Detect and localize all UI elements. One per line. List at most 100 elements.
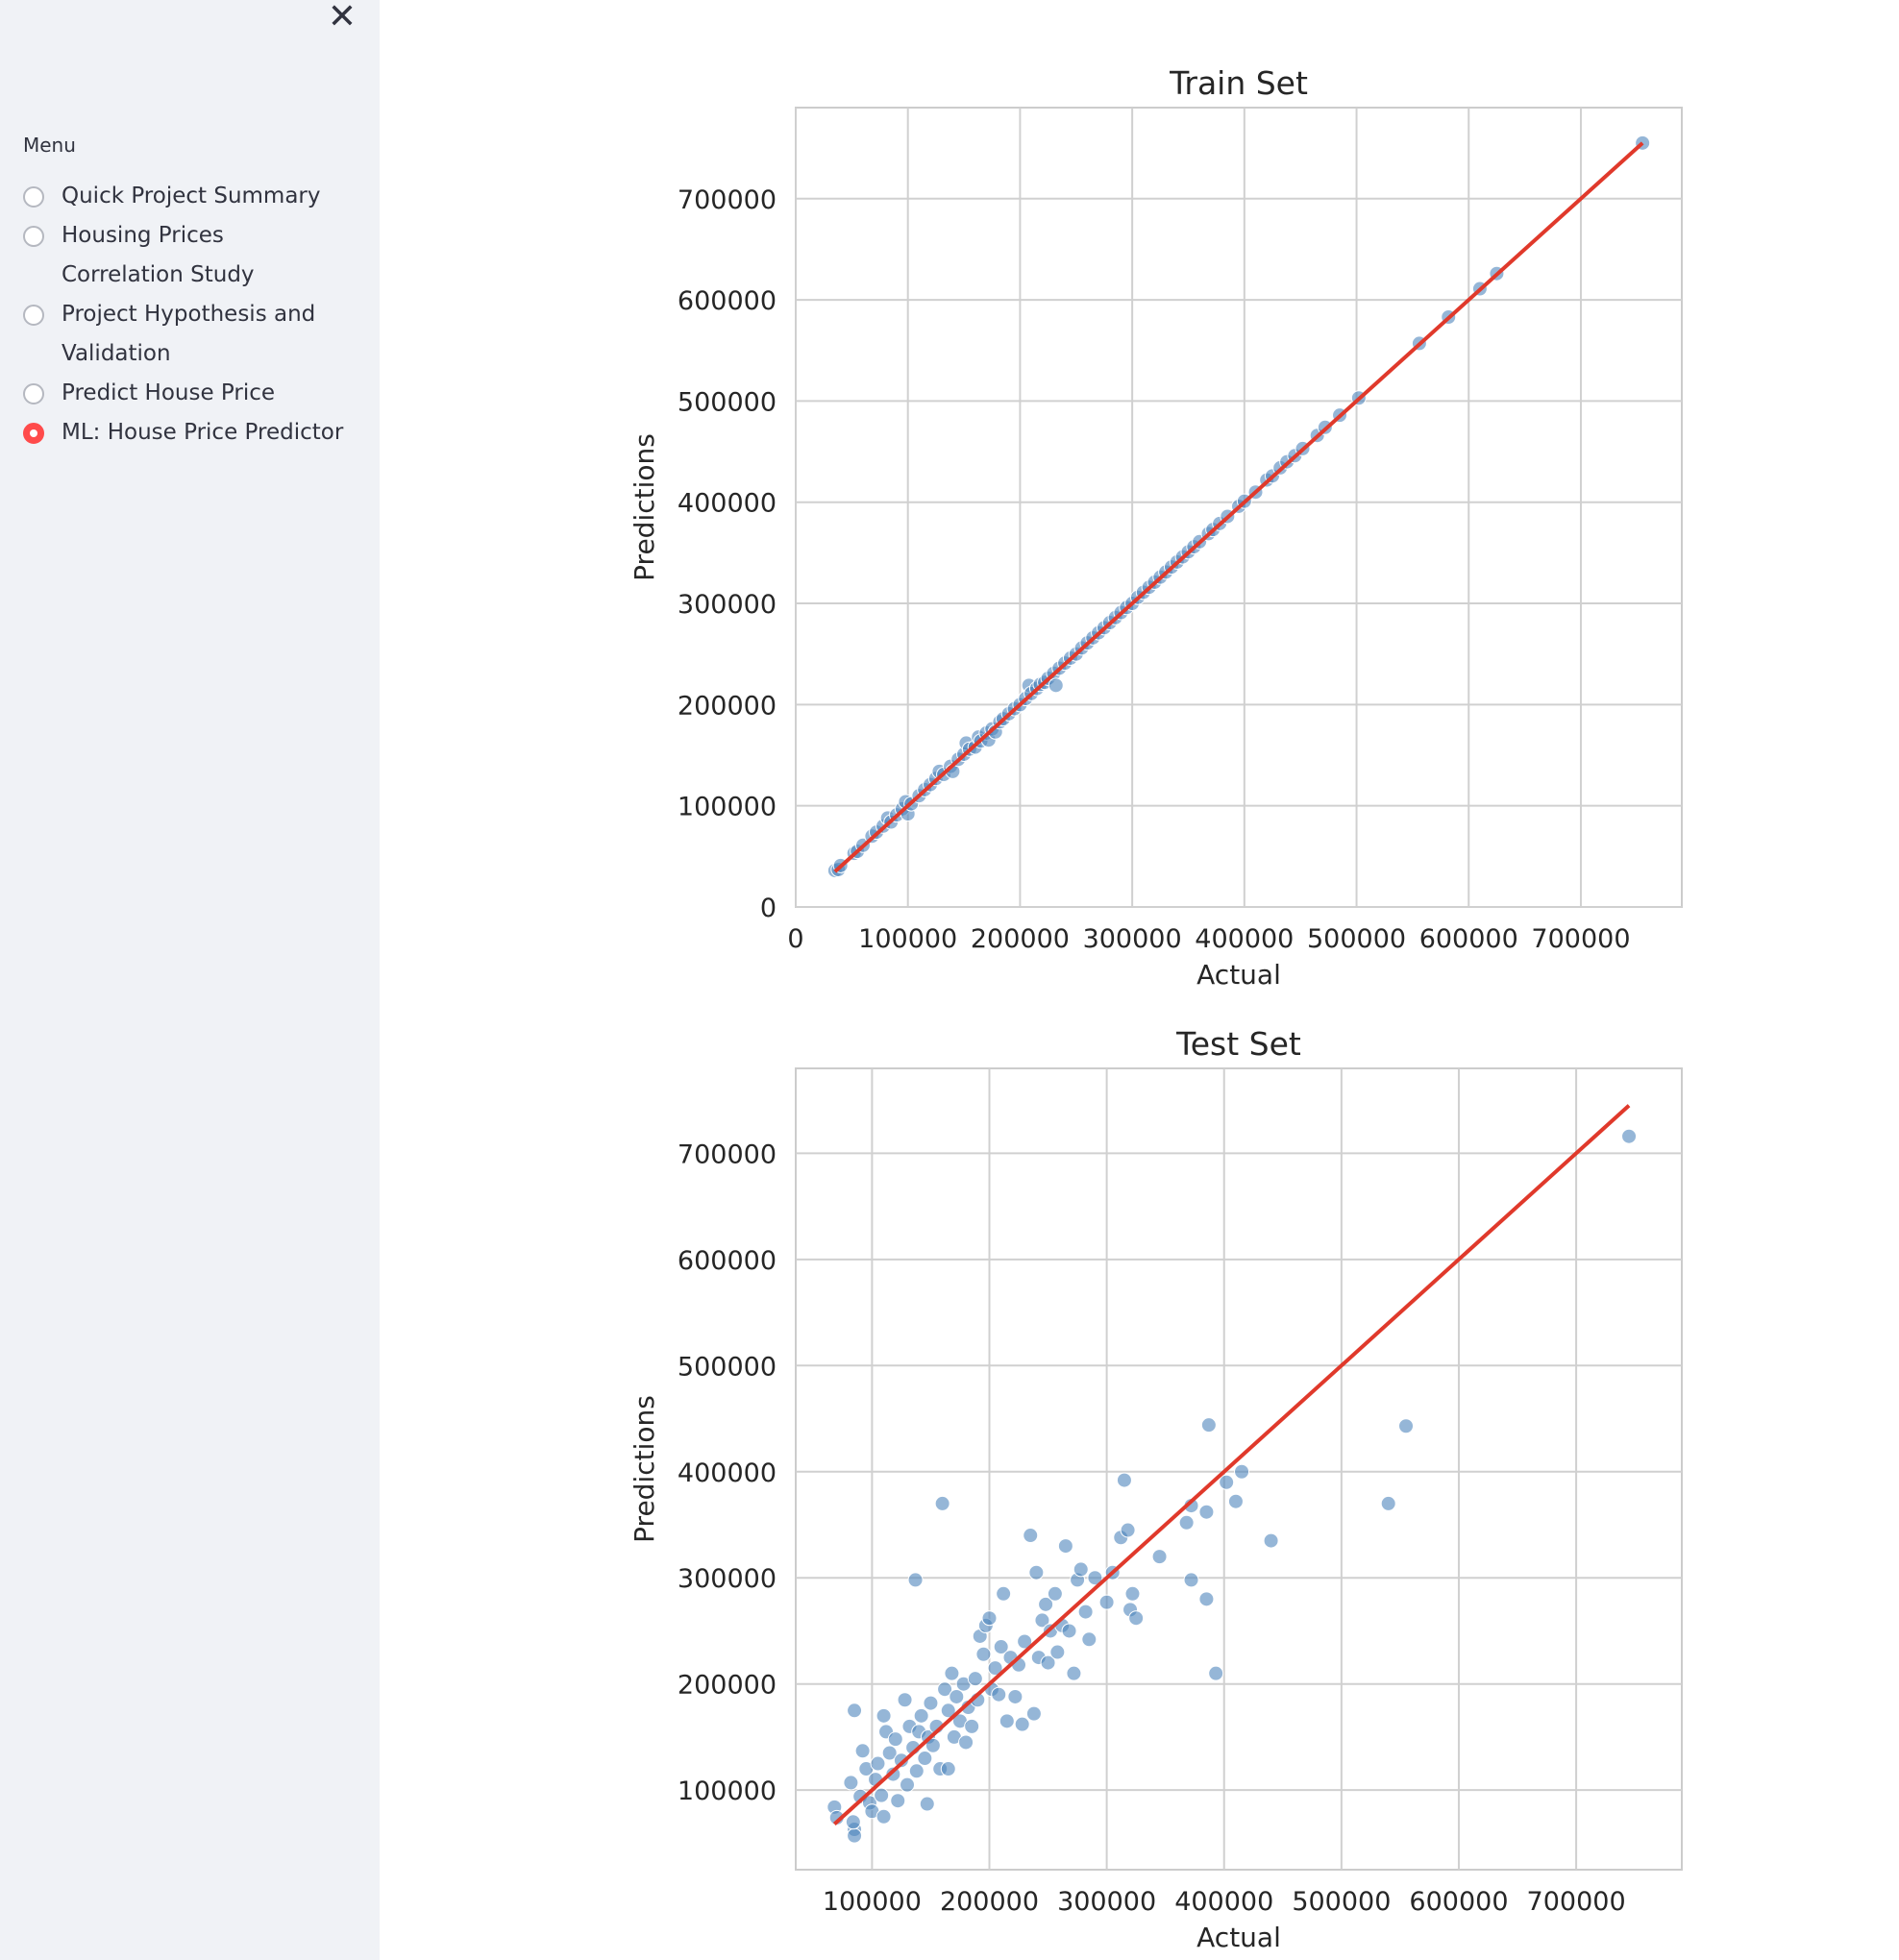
y-tick-label: 400000 <box>678 1458 777 1488</box>
reference-line <box>832 1104 1631 1825</box>
x-tick-label: 300000 <box>1083 924 1182 954</box>
y-tick-label: 100000 <box>678 1776 777 1806</box>
menu-radio-item[interactable]: Predict House Price <box>23 374 359 413</box>
x-axis-label: Actual <box>1196 1922 1281 1953</box>
data-point <box>937 1681 953 1698</box>
menu-item-label: Predict House Price <box>62 374 275 413</box>
data-point <box>1025 1705 1042 1722</box>
data-point <box>1066 1665 1082 1681</box>
data-point <box>893 1752 909 1769</box>
data-point <box>987 1660 1003 1677</box>
data-point <box>1061 1623 1077 1639</box>
x-tick-label: 700000 <box>1531 924 1630 954</box>
y-axis-label: Predictions <box>629 433 660 581</box>
data-point <box>1048 677 1064 694</box>
data-point <box>876 1808 892 1825</box>
x-tick-label: 100000 <box>858 924 957 954</box>
y-tick-label: 500000 <box>678 1352 777 1382</box>
x-tick-label: 300000 <box>1057 1887 1156 1917</box>
data-point <box>1116 1472 1132 1488</box>
data-point <box>1200 1417 1217 1433</box>
data-point <box>923 1695 939 1711</box>
x-tick-label: 600000 <box>1409 1887 1508 1917</box>
x-tick-label: 400000 <box>1195 924 1294 954</box>
x-tick-label: 500000 <box>1292 1887 1391 1917</box>
data-point <box>1017 1633 1033 1650</box>
data-point <box>940 1703 956 1719</box>
data-point <box>913 1707 929 1724</box>
data-point <box>1014 1716 1030 1732</box>
data-point <box>874 1787 890 1803</box>
radio-selected-icon[interactable] <box>23 423 44 444</box>
x-tick-label: 400000 <box>1174 1887 1273 1917</box>
y-tick-label: 700000 <box>678 1139 777 1169</box>
menu-item-label-line: Quick Project Summary <box>62 184 321 208</box>
close-sidebar-button[interactable]: ✕ <box>325 0 359 35</box>
data-point <box>887 1731 903 1748</box>
data-point <box>1263 1532 1279 1549</box>
data-point <box>993 1639 1009 1655</box>
data-point <box>1208 1665 1224 1681</box>
radio-unselected-icon[interactable] <box>23 305 44 326</box>
data-point <box>1007 1688 1023 1704</box>
menu-radio-item[interactable]: ML: House Price Predictor <box>23 413 359 453</box>
radio-unselected-icon[interactable] <box>23 186 44 208</box>
x-tick-label: 500000 <box>1307 924 1406 954</box>
radio-unselected-icon[interactable] <box>23 226 44 247</box>
menu-item-label: Project Hypothesis and Validation <box>62 295 315 374</box>
data-point <box>908 1763 925 1779</box>
data-point <box>843 1775 859 1791</box>
x-tick-label: 0 <box>787 924 803 954</box>
y-tick-label: 600000 <box>678 1246 777 1276</box>
menu-label: Menu <box>23 134 76 157</box>
data-point <box>845 1814 861 1830</box>
data-point <box>885 1766 901 1782</box>
data-point <box>1028 1564 1045 1580</box>
data-point <box>1049 1644 1066 1660</box>
data-point <box>964 1718 980 1734</box>
menu-radio-group: Quick Project Summary Housing Prices Corre… <box>23 177 359 453</box>
data-point <box>1098 1594 1115 1610</box>
menu-radio-item[interactable]: Quick Project Summary <box>23 177 359 216</box>
y-tick-label: 300000 <box>678 590 777 620</box>
data-point <box>1087 1570 1103 1586</box>
data-point <box>1124 1585 1141 1602</box>
x-tick-label: 200000 <box>971 924 1070 954</box>
x-axis-label: Actual <box>1196 959 1281 991</box>
data-point <box>1380 1495 1396 1511</box>
data-point <box>1219 1474 1235 1490</box>
data-point <box>1073 1561 1089 1578</box>
data-point <box>949 1688 965 1704</box>
menu-radio-item[interactable]: Housing Prices Correlation Study <box>23 216 359 295</box>
data-point <box>934 1495 950 1511</box>
data-point <box>919 1796 935 1812</box>
x-tick-label: 700000 <box>1527 1887 1626 1917</box>
data-point <box>1038 1596 1054 1612</box>
data-point <box>870 1755 886 1772</box>
y-tick-label: 400000 <box>678 489 777 519</box>
data-point <box>1057 1538 1073 1555</box>
y-axis-label: Predictions <box>629 1395 660 1543</box>
menu-item-label-line: Correlation Study <box>62 262 255 287</box>
train-set-chart: 0 100000 200000 300000 400000 500000 600000 700… <box>629 64 1683 991</box>
menu-radio-item[interactable]: Project Hypothesis and Validation <box>23 295 359 374</box>
menu-item-label-line: Housing Prices <box>62 223 224 248</box>
close-icon: ✕ <box>327 0 358 37</box>
data-point <box>876 1707 892 1724</box>
data-point <box>925 1737 941 1753</box>
data-point <box>881 1745 898 1761</box>
menu-item-label-line: Predict House Price <box>62 380 276 405</box>
data-point <box>975 1646 992 1662</box>
data-point <box>999 1713 1015 1729</box>
menu-item-label-line: Project Hypothesis and <box>62 302 316 327</box>
reference-line <box>833 141 1644 873</box>
menu-item-label-line: Validation <box>62 341 171 366</box>
chart-title: Train Set <box>1169 64 1308 102</box>
data-point <box>981 1610 998 1627</box>
data-point <box>967 1671 983 1687</box>
y-tick-label: 300000 <box>678 1564 777 1594</box>
y-tick-label: 200000 <box>678 691 777 721</box>
radio-unselected-icon[interactable] <box>23 383 44 404</box>
data-point <box>1040 1654 1056 1671</box>
data-point <box>907 1572 924 1588</box>
